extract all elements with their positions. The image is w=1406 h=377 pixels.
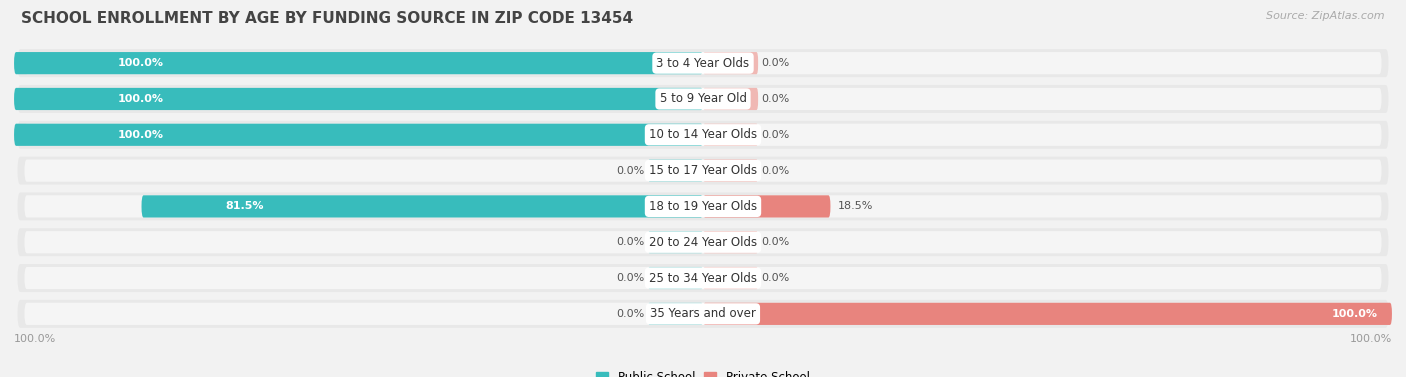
- Text: SCHOOL ENROLLMENT BY AGE BY FUNDING SOURCE IN ZIP CODE 13454: SCHOOL ENROLLMENT BY AGE BY FUNDING SOUR…: [21, 11, 633, 26]
- Text: 18.5%: 18.5%: [838, 201, 873, 211]
- FancyBboxPatch shape: [24, 231, 1382, 253]
- FancyBboxPatch shape: [17, 49, 1389, 77]
- Text: 0.0%: 0.0%: [616, 237, 644, 247]
- FancyBboxPatch shape: [648, 231, 703, 253]
- Text: 15 to 17 Year Olds: 15 to 17 Year Olds: [650, 164, 756, 177]
- FancyBboxPatch shape: [17, 156, 1389, 185]
- Text: 10 to 14 Year Olds: 10 to 14 Year Olds: [650, 128, 756, 141]
- FancyBboxPatch shape: [24, 52, 1382, 74]
- FancyBboxPatch shape: [703, 267, 758, 289]
- FancyBboxPatch shape: [17, 192, 1389, 221]
- Text: 0.0%: 0.0%: [762, 166, 790, 176]
- FancyBboxPatch shape: [24, 124, 1382, 146]
- Text: 0.0%: 0.0%: [616, 273, 644, 283]
- Text: 0.0%: 0.0%: [762, 237, 790, 247]
- Text: 100.0%: 100.0%: [118, 58, 163, 68]
- FancyBboxPatch shape: [17, 121, 1389, 149]
- FancyBboxPatch shape: [17, 264, 1389, 292]
- Text: 81.5%: 81.5%: [226, 201, 264, 211]
- FancyBboxPatch shape: [24, 195, 1382, 218]
- Text: 0.0%: 0.0%: [616, 309, 644, 319]
- FancyBboxPatch shape: [14, 88, 703, 110]
- Text: 5 to 9 Year Old: 5 to 9 Year Old: [659, 92, 747, 106]
- Text: 20 to 24 Year Olds: 20 to 24 Year Olds: [650, 236, 756, 249]
- FancyBboxPatch shape: [703, 159, 758, 182]
- FancyBboxPatch shape: [17, 300, 1389, 328]
- FancyBboxPatch shape: [24, 88, 1382, 110]
- FancyBboxPatch shape: [142, 195, 703, 218]
- Text: 100.0%: 100.0%: [14, 334, 56, 343]
- FancyBboxPatch shape: [703, 124, 758, 146]
- Text: Source: ZipAtlas.com: Source: ZipAtlas.com: [1267, 11, 1385, 21]
- Text: 0.0%: 0.0%: [762, 130, 790, 140]
- Text: 100.0%: 100.0%: [118, 94, 163, 104]
- FancyBboxPatch shape: [648, 303, 703, 325]
- Text: 100.0%: 100.0%: [118, 130, 163, 140]
- FancyBboxPatch shape: [648, 159, 703, 182]
- FancyBboxPatch shape: [24, 159, 1382, 182]
- Text: 18 to 19 Year Olds: 18 to 19 Year Olds: [650, 200, 756, 213]
- FancyBboxPatch shape: [14, 124, 703, 146]
- FancyBboxPatch shape: [703, 88, 758, 110]
- Text: 0.0%: 0.0%: [616, 166, 644, 176]
- Text: 100.0%: 100.0%: [1350, 334, 1392, 343]
- Text: 35 Years and over: 35 Years and over: [650, 307, 756, 320]
- FancyBboxPatch shape: [14, 52, 703, 74]
- FancyBboxPatch shape: [24, 267, 1382, 289]
- Text: 25 to 34 Year Olds: 25 to 34 Year Olds: [650, 271, 756, 285]
- FancyBboxPatch shape: [17, 85, 1389, 113]
- FancyBboxPatch shape: [703, 303, 1392, 325]
- Text: 0.0%: 0.0%: [762, 273, 790, 283]
- FancyBboxPatch shape: [703, 231, 758, 253]
- FancyBboxPatch shape: [648, 267, 703, 289]
- FancyBboxPatch shape: [703, 195, 831, 218]
- FancyBboxPatch shape: [24, 303, 1382, 325]
- Legend: Public School, Private School: Public School, Private School: [592, 366, 814, 377]
- Text: 0.0%: 0.0%: [762, 94, 790, 104]
- Text: 100.0%: 100.0%: [1331, 309, 1378, 319]
- FancyBboxPatch shape: [17, 228, 1389, 256]
- FancyBboxPatch shape: [703, 52, 758, 74]
- Text: 0.0%: 0.0%: [762, 58, 790, 68]
- Text: 3 to 4 Year Olds: 3 to 4 Year Olds: [657, 57, 749, 70]
